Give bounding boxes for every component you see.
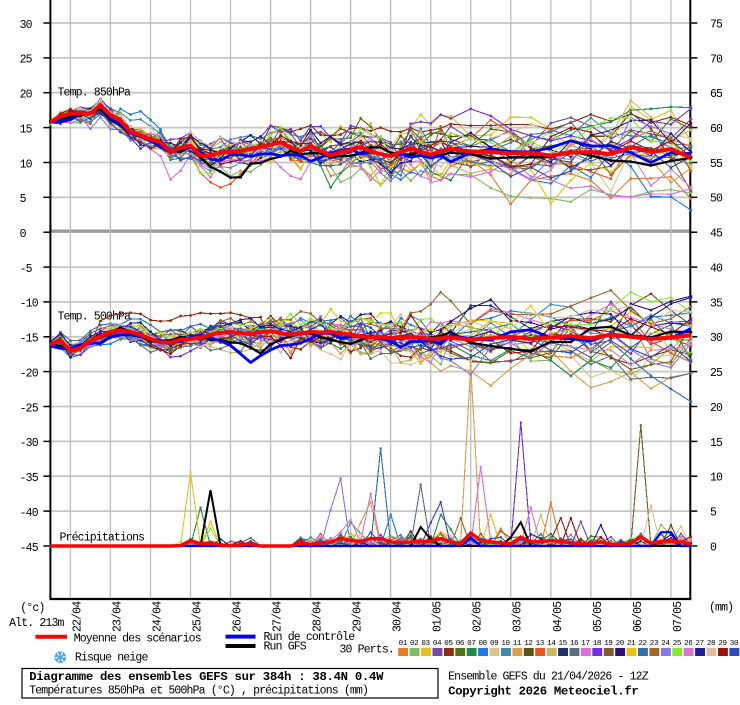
svg-text:04: 04	[433, 640, 442, 648]
svg-text:14: 14	[547, 640, 556, 648]
svg-text:18: 18	[593, 640, 602, 648]
svg-text:Temp. 850hPa: Temp. 850hPa	[58, 87, 132, 100]
svg-text:04/05: 04/05	[552, 601, 565, 632]
svg-text:Risque neige: Risque neige	[75, 652, 149, 665]
svg-text:01: 01	[399, 640, 408, 648]
svg-text:22: 22	[638, 640, 647, 648]
svg-text:Températures 850hPa et 500hPa: Températures 850hPa et 500hPa (°C) , pré…	[29, 685, 368, 698]
svg-text:Temp. 500hPa: Temp. 500hPa	[58, 311, 132, 324]
svg-text:22/04: 22/04	[71, 601, 84, 632]
svg-text:25: 25	[710, 367, 723, 380]
svg-text:-15: -15	[20, 333, 39, 346]
svg-text:30: 30	[730, 640, 739, 648]
svg-text:-35: -35	[20, 472, 39, 485]
svg-text:0: 0	[710, 541, 717, 554]
svg-text:Run GFS: Run GFS	[264, 641, 307, 654]
svg-text:-40: -40	[20, 507, 39, 520]
svg-text:5: 5	[710, 507, 717, 520]
svg-text:07/05: 07/05	[672, 601, 685, 632]
svg-text:13: 13	[536, 640, 545, 648]
svg-text:05: 05	[444, 640, 453, 648]
svg-text:03/05: 03/05	[512, 601, 525, 632]
svg-text:-45: -45	[20, 542, 39, 555]
svg-text:06: 06	[456, 640, 465, 648]
svg-text:15: 15	[710, 437, 723, 450]
svg-text:02: 02	[410, 640, 419, 648]
svg-text:Run de contrôle: Run de contrôle	[264, 631, 356, 644]
svg-text:17: 17	[581, 640, 589, 648]
svg-text:20: 20	[710, 402, 723, 415]
svg-text:-25: -25	[20, 402, 39, 415]
svg-text:07: 07	[467, 640, 475, 648]
svg-text:03: 03	[421, 640, 430, 648]
svg-text:25: 25	[20, 54, 33, 67]
svg-text:06/05: 06/05	[632, 601, 645, 632]
svg-text:Moyenne des scénarios: Moyenne des scénarios	[74, 632, 201, 645]
svg-text:20: 20	[20, 89, 33, 102]
svg-text:10: 10	[710, 472, 723, 485]
svg-text:28/04: 28/04	[312, 601, 325, 632]
svg-text:35: 35	[710, 297, 723, 310]
svg-text:30: 30	[710, 332, 723, 345]
svg-text:40: 40	[710, 263, 723, 276]
svg-text:55: 55	[710, 158, 723, 171]
svg-text:30: 30	[20, 19, 33, 32]
svg-text:60: 60	[710, 123, 723, 136]
svg-text:50: 50	[710, 193, 723, 206]
svg-text:27/04: 27/04	[272, 601, 285, 632]
svg-text:01/05: 01/05	[432, 601, 445, 632]
svg-text:-5: -5	[20, 263, 33, 276]
svg-text:29: 29	[718, 640, 727, 648]
svg-text:08: 08	[479, 640, 488, 648]
svg-text:(°c): (°c)	[20, 602, 44, 615]
svg-text:10: 10	[20, 158, 33, 171]
svg-text:24/04: 24/04	[152, 601, 165, 632]
svg-text:23/04: 23/04	[111, 601, 124, 632]
svg-text:24: 24	[661, 640, 670, 648]
svg-text:26: 26	[684, 640, 693, 648]
svg-text:21: 21	[627, 640, 636, 648]
svg-text:16: 16	[570, 640, 579, 648]
svg-text:-10: -10	[20, 298, 39, 311]
svg-text:45: 45	[710, 228, 723, 241]
svg-text:05/05: 05/05	[592, 601, 605, 632]
svg-text:0: 0	[20, 228, 27, 241]
svg-text:09: 09	[490, 640, 499, 648]
svg-text:Diagramme des ensembles GEFS s: Diagramme des ensembles GEFS sur 384h : …	[29, 670, 384, 684]
svg-text:28: 28	[707, 640, 716, 648]
svg-text:-30: -30	[20, 437, 39, 450]
svg-text:25: 25	[673, 640, 682, 648]
svg-text:12: 12	[524, 640, 533, 648]
svg-text:25/04: 25/04	[192, 601, 205, 632]
svg-text:20: 20	[616, 640, 625, 648]
svg-text:26/04: 26/04	[232, 601, 245, 632]
svg-text:30/04: 30/04	[392, 601, 405, 632]
svg-text:19: 19	[604, 640, 613, 648]
svg-text:30 Perts.: 30 Perts.	[340, 644, 394, 657]
svg-text:02/05: 02/05	[472, 601, 485, 632]
svg-text:Copyright 2026 Meteociel.fr: Copyright 2026 Meteociel.fr	[448, 685, 638, 699]
svg-text:11: 11	[513, 640, 522, 648]
svg-text:27: 27	[696, 640, 704, 648]
svg-text:15: 15	[559, 640, 568, 648]
svg-text:Alt. 213m: Alt. 213m	[9, 617, 64, 630]
svg-text:-20: -20	[20, 367, 39, 380]
svg-text:(mm): (mm)	[709, 601, 733, 614]
svg-text:75: 75	[710, 18, 723, 31]
svg-text:70: 70	[710, 53, 723, 66]
svg-text:Précipitations: Précipitations	[60, 532, 145, 545]
svg-text:Ensemble GEFS du 21/04/2026 -: Ensemble GEFS du 21/04/2026 - 12Z	[448, 671, 649, 684]
svg-text:65: 65	[710, 88, 723, 101]
svg-text:23: 23	[650, 640, 659, 648]
svg-text:15: 15	[20, 123, 33, 136]
svg-text:5: 5	[20, 193, 27, 206]
svg-text:10: 10	[501, 640, 510, 648]
svg-text:29/04: 29/04	[352, 601, 365, 632]
